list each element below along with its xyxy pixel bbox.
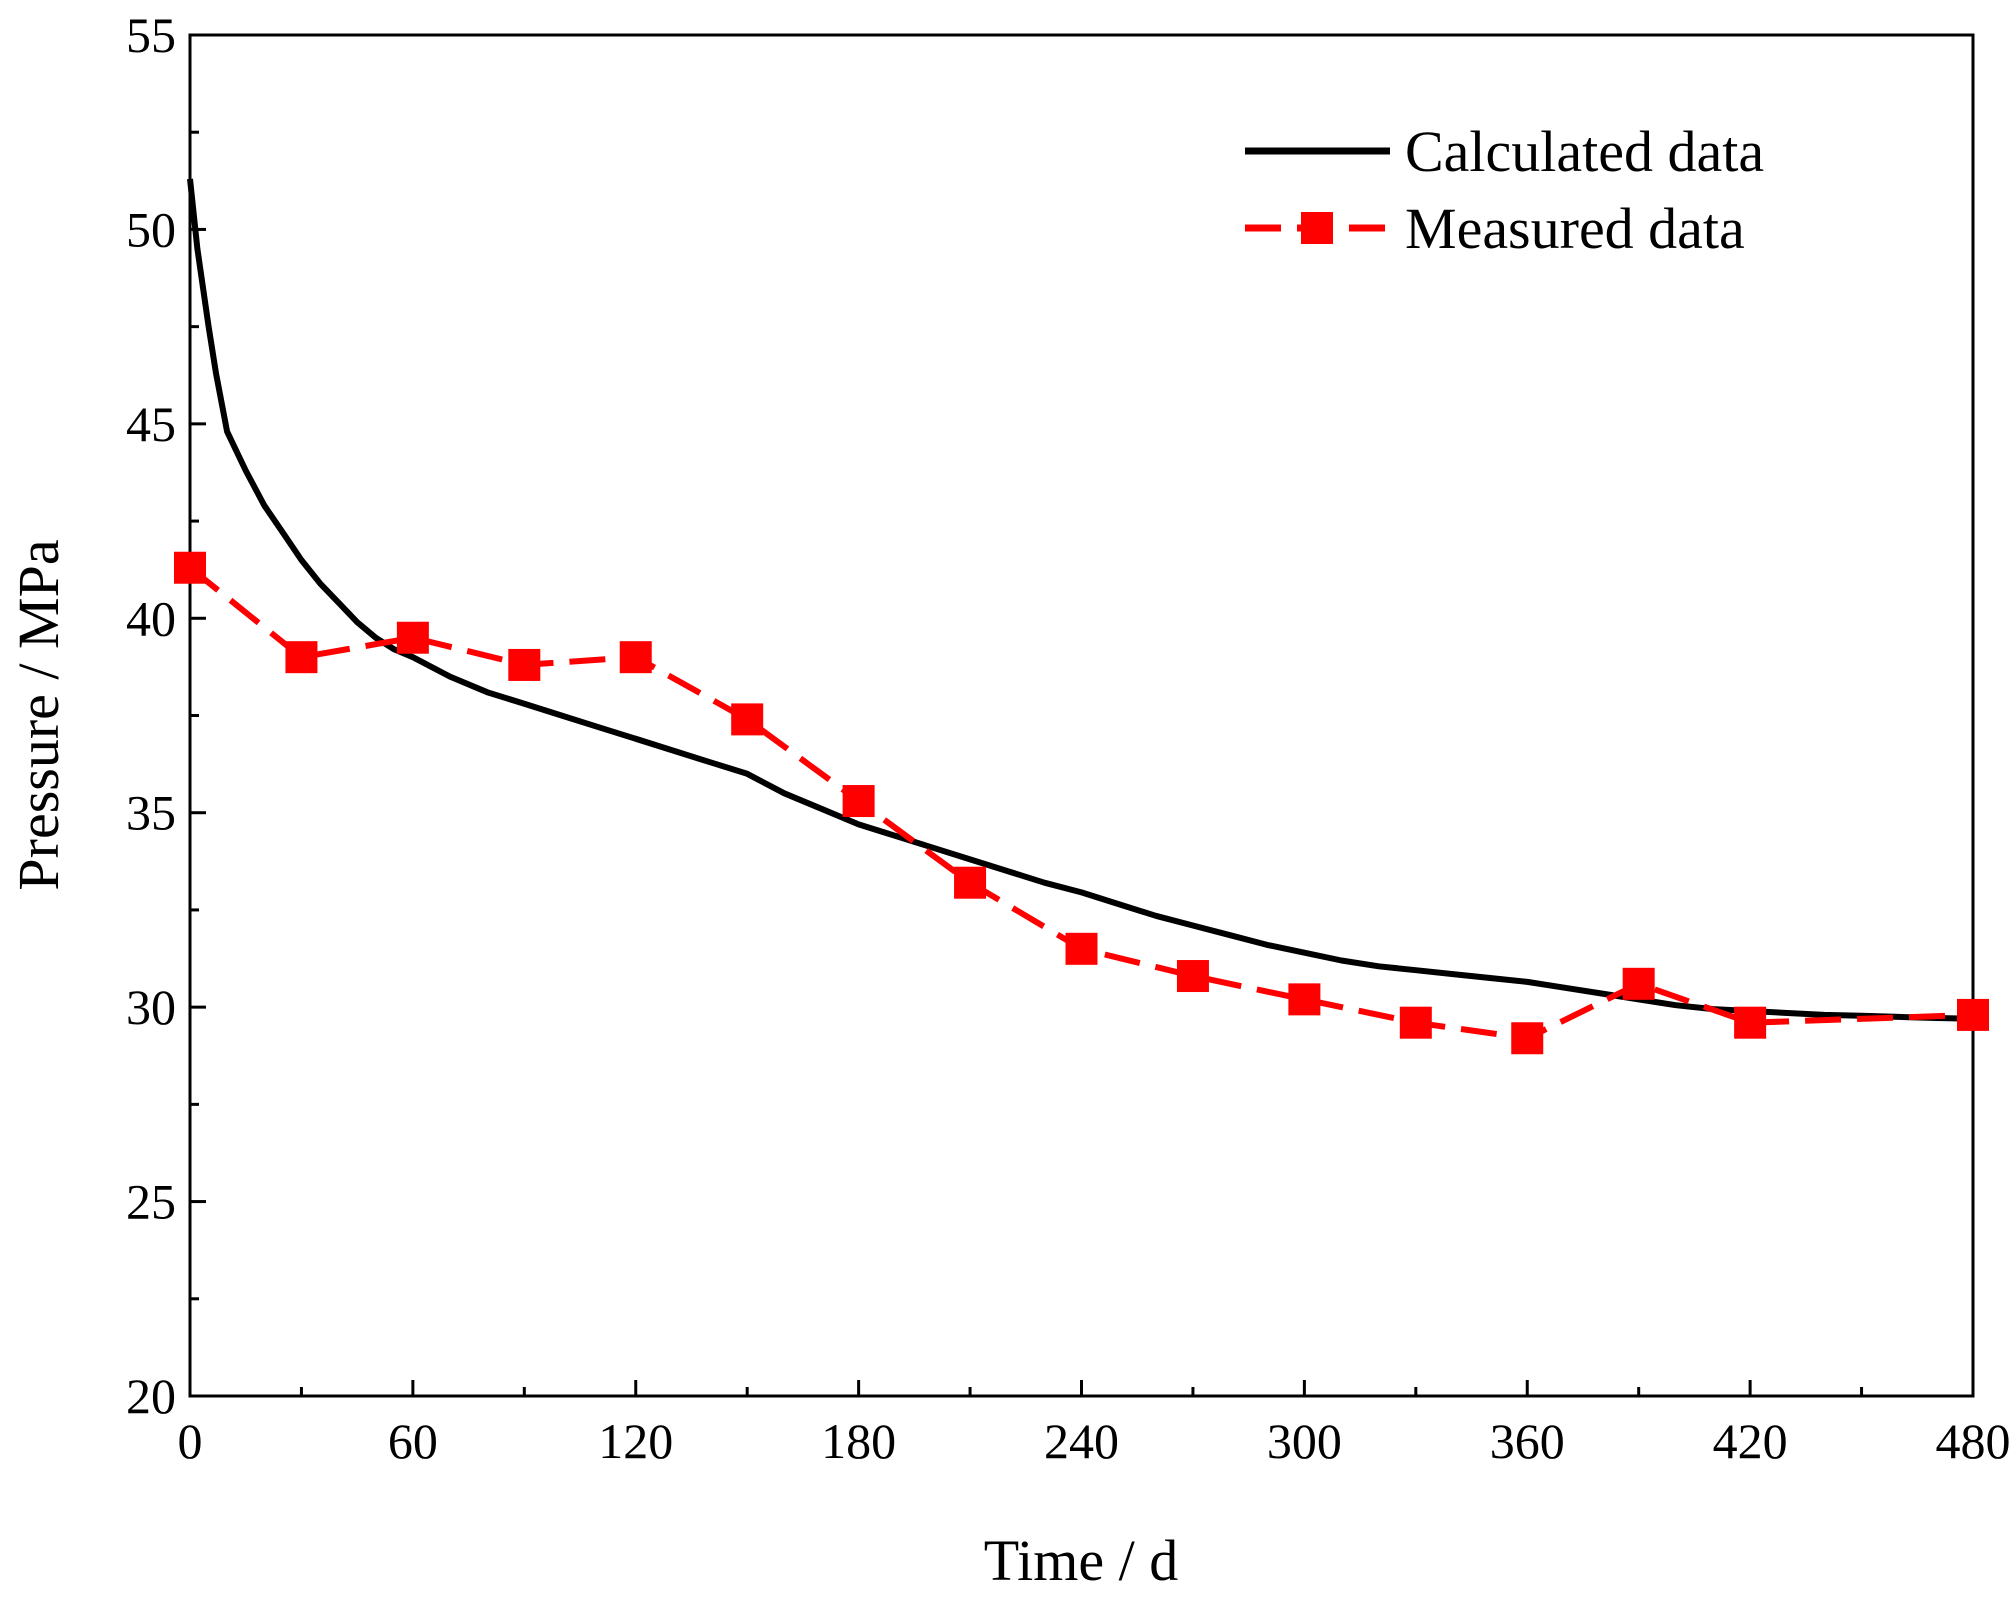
y-tick-label: 50 [126, 201, 176, 257]
measured-data-line [188, 565, 1974, 1042]
x-tick-label: 60 [388, 1413, 438, 1469]
calculated-data-line [187, 178, 1974, 1022]
y-tick-label: 30 [126, 979, 176, 1035]
y-tick-label: 40 [126, 590, 176, 646]
y-axis-ticks: 20 25 30 35 40 45 50 55 [126, 7, 206, 1424]
y-tick-label: 25 [126, 1174, 176, 1230]
legend-calculated-label: Calculated data [1405, 119, 1764, 184]
measured-data-point [1957, 998, 1989, 1031]
measured-data-point [1065, 932, 1098, 965]
x-tick-label: 480 [1936, 1413, 2011, 1469]
measured-data-point [954, 866, 987, 899]
measured-data-point [619, 641, 652, 674]
y-tick-label: 45 [126, 396, 176, 452]
x-tick-label: 360 [1490, 1413, 1565, 1469]
measured-data-point [1399, 1006, 1432, 1039]
y-tick-label: 55 [126, 7, 176, 63]
measured-data-point [842, 785, 875, 818]
measured-data-point [1288, 983, 1321, 1016]
measured-data-point [508, 648, 541, 681]
measured-data-point [1176, 960, 1209, 993]
measured-data-point [285, 641, 318, 674]
y-tick-label: 20 [126, 1368, 176, 1424]
x-tick-label: 240 [1044, 1413, 1119, 1469]
measured-data-point [1734, 1006, 1767, 1039]
measured-data-point [174, 551, 206, 584]
x-tick-label: 180 [821, 1413, 896, 1469]
measured-data-point [1511, 1022, 1544, 1055]
legend-measured-marker [1301, 212, 1333, 244]
measured-data-point [396, 621, 429, 654]
x-tick-label: 300 [1267, 1413, 1342, 1469]
x-tick-label: 0 [178, 1413, 203, 1469]
measured-data-point [731, 703, 764, 736]
measured-data-point [1622, 967, 1655, 1000]
x-axis-title: Time / d [984, 1528, 1178, 1593]
legend-measured-label: Measured data [1405, 196, 1745, 261]
y-axis-title: Pressure / MPa [6, 539, 71, 890]
x-tick-label: 120 [598, 1413, 673, 1469]
legend: Calculated data Measured data [1245, 119, 1764, 261]
x-tick-label: 420 [1713, 1413, 1788, 1469]
series-layer [174, 178, 1989, 1055]
x-axis-ticks: 0 60 120 180 240 300 360 420 480 [178, 1380, 2011, 1469]
y-tick-label: 35 [126, 785, 176, 841]
